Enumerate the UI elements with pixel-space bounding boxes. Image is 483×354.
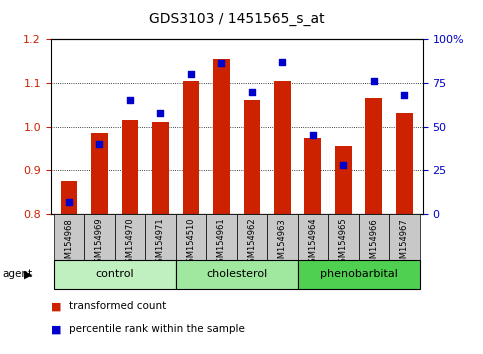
Bar — [389, 214, 420, 260]
Bar — [237, 214, 267, 260]
Text: GSM154510: GSM154510 — [186, 218, 196, 268]
Bar — [328, 214, 358, 260]
Bar — [145, 214, 176, 260]
Bar — [176, 260, 298, 289]
Text: GSM154969: GSM154969 — [95, 218, 104, 268]
Bar — [243, 100, 260, 214]
Point — [309, 132, 317, 138]
Bar — [267, 214, 298, 260]
Bar — [274, 81, 291, 214]
Point — [96, 141, 103, 147]
Bar — [298, 260, 420, 289]
Point — [400, 92, 408, 98]
Text: phenobarbital: phenobarbital — [320, 269, 398, 279]
Bar — [358, 214, 389, 260]
Text: control: control — [96, 269, 134, 279]
Point — [370, 78, 378, 84]
Text: GSM154966: GSM154966 — [369, 218, 378, 269]
Bar — [304, 137, 321, 214]
Text: GSM154961: GSM154961 — [217, 218, 226, 268]
Bar — [61, 181, 77, 214]
Point — [126, 97, 134, 103]
Point — [156, 110, 164, 115]
Bar — [54, 260, 176, 289]
Bar — [54, 214, 84, 260]
Text: GSM154964: GSM154964 — [308, 218, 317, 268]
Bar — [152, 122, 169, 214]
Text: percentile rank within the sample: percentile rank within the sample — [69, 324, 245, 334]
Text: GSM154971: GSM154971 — [156, 218, 165, 268]
Point — [279, 59, 286, 64]
Text: GDS3103 / 1451565_s_at: GDS3103 / 1451565_s_at — [149, 12, 325, 27]
Bar — [122, 120, 138, 214]
Text: GSM154963: GSM154963 — [278, 218, 287, 269]
Point — [65, 199, 73, 205]
Text: GSM154970: GSM154970 — [126, 218, 134, 268]
Text: agent: agent — [2, 269, 32, 279]
Bar — [396, 113, 412, 214]
Point — [340, 162, 347, 168]
Text: ■: ■ — [51, 301, 61, 311]
Text: GSM154965: GSM154965 — [339, 218, 348, 268]
Bar — [213, 59, 230, 214]
Bar — [115, 214, 145, 260]
Text: transformed count: transformed count — [69, 301, 166, 311]
Text: GSM154968: GSM154968 — [65, 218, 73, 269]
Text: GSM154967: GSM154967 — [400, 218, 409, 269]
Text: ■: ■ — [51, 324, 61, 334]
Text: ▶: ▶ — [24, 269, 32, 279]
Bar — [183, 81, 199, 214]
Bar — [176, 214, 206, 260]
Point — [187, 71, 195, 77]
Text: GSM154962: GSM154962 — [247, 218, 256, 268]
Bar — [206, 214, 237, 260]
Point — [248, 89, 256, 95]
Bar — [366, 98, 382, 214]
Bar — [298, 214, 328, 260]
Bar — [84, 214, 115, 260]
Bar — [335, 146, 352, 214]
Bar — [91, 133, 108, 214]
Point — [217, 61, 225, 66]
Text: cholesterol: cholesterol — [206, 269, 267, 279]
